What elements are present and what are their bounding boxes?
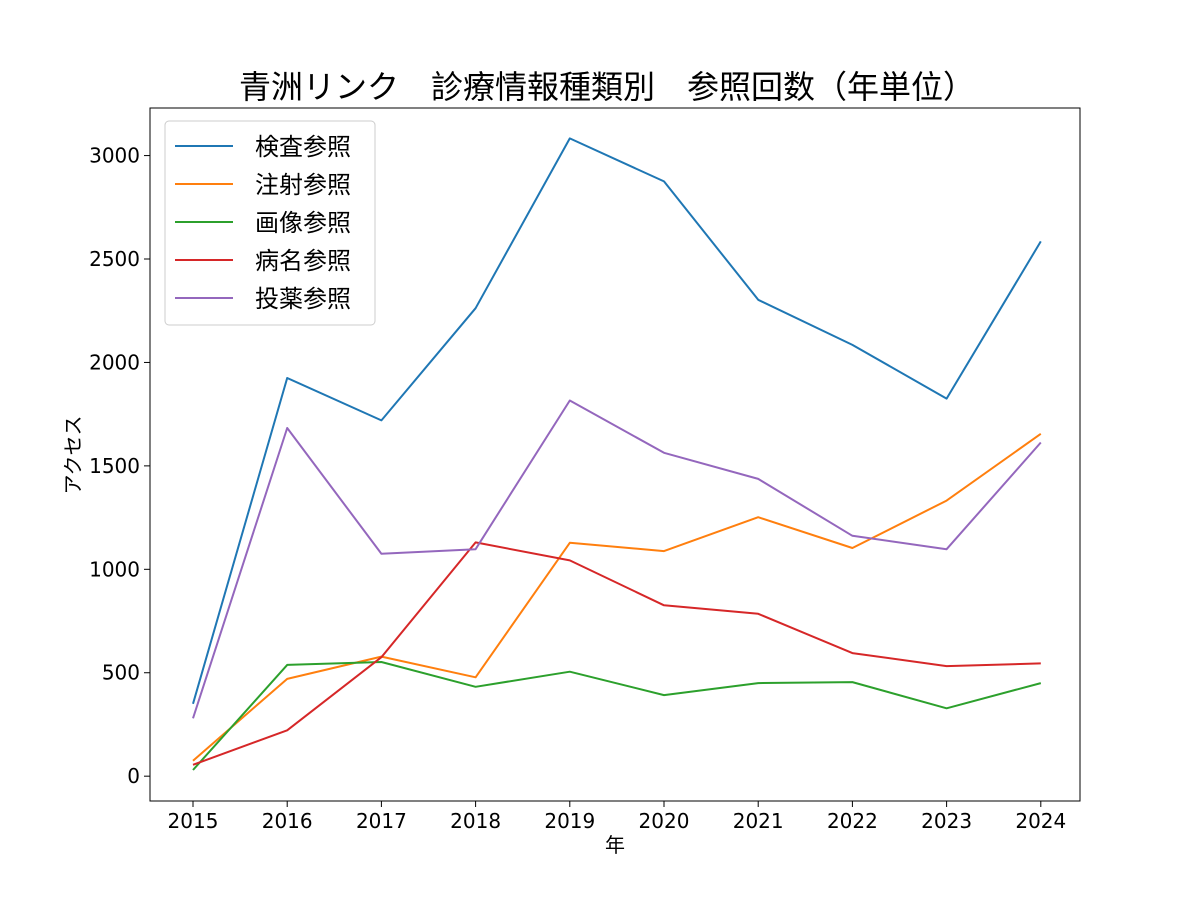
legend-label: 画像参照 bbox=[255, 209, 351, 237]
legend-label: 投薬参照 bbox=[255, 285, 351, 313]
y-tick-label: 500 bbox=[102, 661, 140, 685]
series-line bbox=[192, 661, 1042, 771]
y-tick-label: 1000 bbox=[89, 557, 140, 581]
x-tick-label: 2017 bbox=[356, 809, 407, 833]
y-tick-label: 1500 bbox=[89, 454, 140, 478]
x-tick-label: 2021 bbox=[733, 809, 784, 833]
x-tick-label: 2016 bbox=[262, 809, 313, 833]
x-tick-label: 2022 bbox=[827, 809, 878, 833]
chart-title: 青洲リンク 診療情報種類別 参照回数（年単位） bbox=[239, 68, 975, 106]
legend-frame bbox=[164, 120, 376, 326]
legend-label: 注射参照 bbox=[255, 171, 351, 199]
x-axis: 2015 2016 2017 2018 2019 2020 2021 2022 2023 2024 bbox=[168, 801, 1066, 833]
legend-label: 病名参照 bbox=[255, 247, 351, 275]
y-tick-label: 2500 bbox=[89, 247, 140, 271]
y-axis: 0 500 1000 1500 2000 2500 3000 bbox=[89, 144, 150, 788]
series-line bbox=[192, 432, 1042, 762]
x-tick-label: 2019 bbox=[544, 809, 595, 833]
series-line bbox=[192, 541, 1041, 766]
x-tick-label: 2024 bbox=[1015, 809, 1066, 833]
legend-label: 検査参照 bbox=[255, 133, 351, 161]
series-line bbox=[192, 399, 1042, 719]
y-tick-label: 0 bbox=[127, 764, 140, 788]
x-tick-label: 2015 bbox=[168, 809, 219, 833]
y-tick-label: 3000 bbox=[89, 144, 140, 168]
x-tick-label: 2020 bbox=[639, 809, 690, 833]
series-line bbox=[192, 137, 1042, 705]
y-axis-label: アクセス bbox=[61, 416, 85, 495]
x-tick-label: 2023 bbox=[921, 809, 972, 833]
series-layer bbox=[192, 137, 1042, 771]
x-axis-label: 年 bbox=[605, 833, 625, 857]
x-tick-label: 2018 bbox=[450, 809, 501, 833]
y-tick-label: 2000 bbox=[89, 350, 140, 374]
